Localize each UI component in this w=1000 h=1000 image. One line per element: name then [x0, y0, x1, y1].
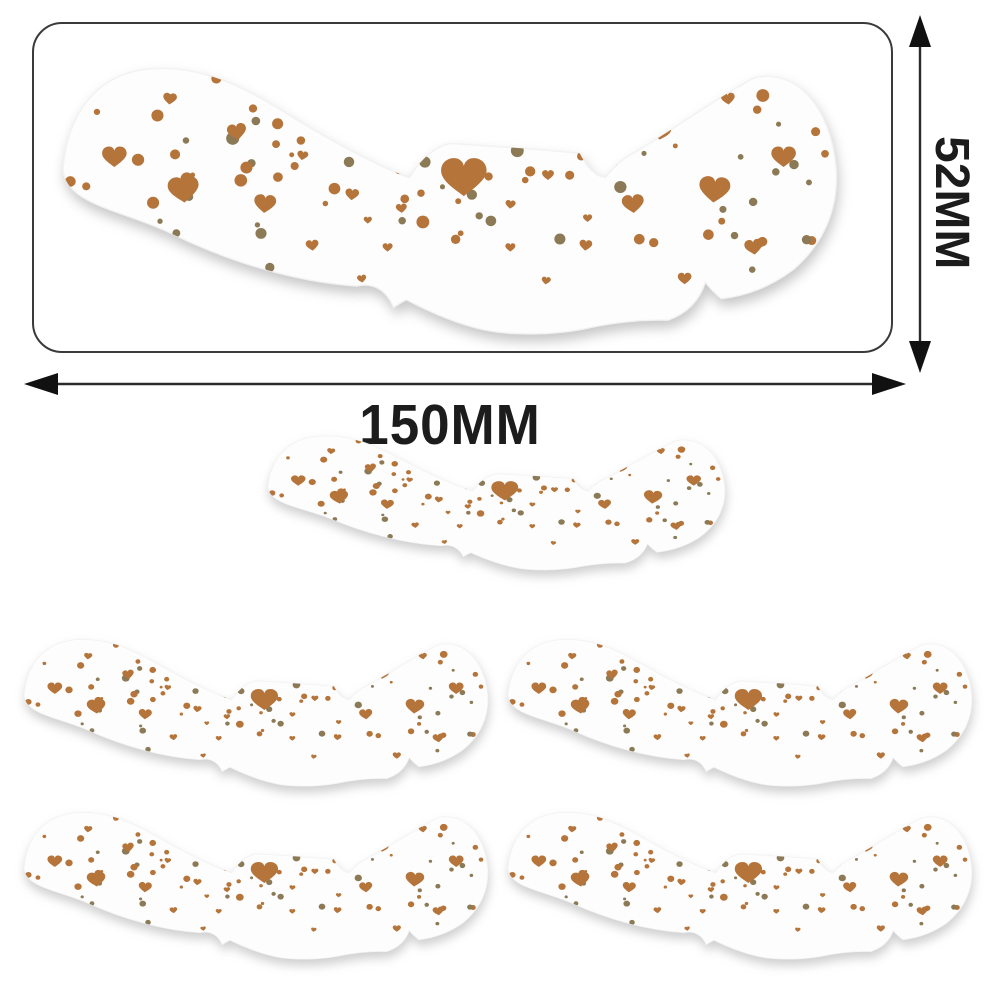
wing-sticker-artwork	[508, 633, 972, 786]
wing-sticker-grid-4	[502, 795, 977, 957]
width-label: 150MM	[359, 393, 541, 457]
wing-sticker-artwork	[63, 58, 837, 334]
wing-sticker-artwork	[24, 633, 488, 786]
wing-sticker-grid-1	[18, 622, 493, 784]
height-dimension-arrow	[909, 15, 931, 373]
wing-sticker-grid-3	[18, 795, 493, 957]
arrow-left-icon	[24, 373, 58, 395]
wing-sticker-large	[53, 37, 845, 330]
wing-sticker-grid-2	[502, 622, 977, 784]
wing-sticker-artwork	[268, 430, 725, 570]
arrow-up-icon	[909, 15, 931, 47]
width-dimension-arrow	[24, 373, 906, 395]
height-label: 52MM	[925, 136, 978, 270]
wing-sticker-medium	[262, 420, 730, 568]
wing-sticker-artwork	[24, 806, 488, 959]
arrow-right-icon	[872, 373, 906, 395]
wing-sticker-artwork	[508, 806, 972, 959]
arrow-down-icon	[909, 341, 931, 373]
